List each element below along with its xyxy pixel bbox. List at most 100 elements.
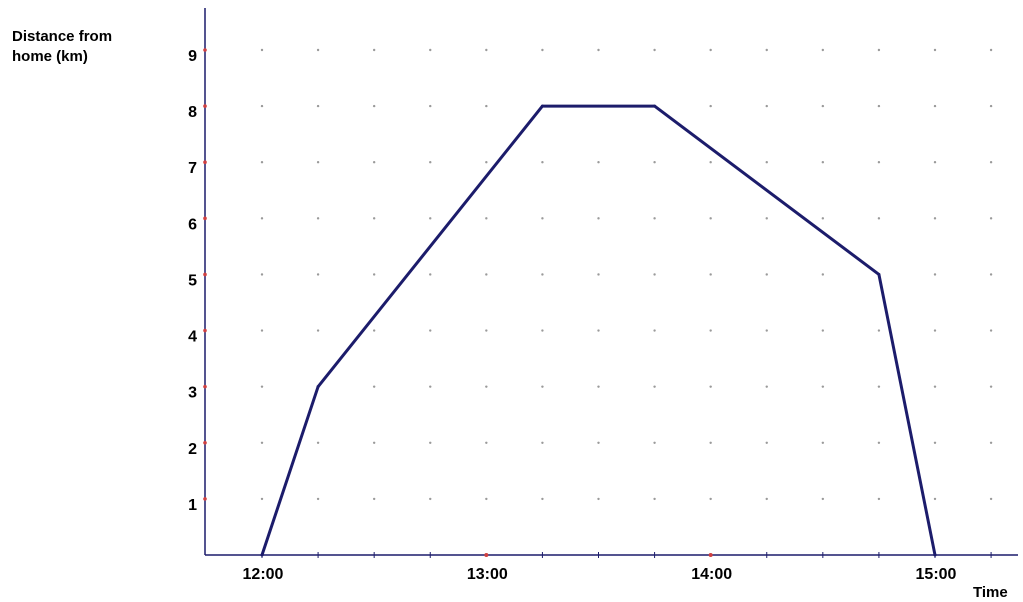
y-tick-label: 8 (188, 104, 197, 121)
grid-dot (541, 441, 544, 444)
grid-dot (877, 161, 881, 164)
grid-dot (877, 217, 881, 220)
grid-dot (821, 273, 825, 276)
grid-dot (372, 161, 376, 164)
grid-dot (429, 441, 432, 444)
grid-dot (765, 104, 768, 108)
x-tick-mark (708, 553, 713, 557)
grid-dot (765, 161, 768, 164)
y-tick-mark (203, 440, 207, 445)
grid-dot (989, 273, 993, 276)
grid-dot (989, 497, 993, 501)
grid-dot (429, 497, 432, 501)
grid-dot (260, 217, 264, 220)
grid-dot (316, 104, 320, 108)
grid-dot (709, 48, 712, 52)
grid-dot (709, 161, 712, 164)
grid-dot (597, 441, 600, 444)
grid-dot (429, 48, 432, 52)
y-tick-label: 2 (188, 441, 197, 458)
y-tick-mark (203, 272, 207, 277)
grid-dot (485, 329, 488, 332)
grid-dot (709, 497, 712, 501)
x-tick-labels: 12:00 13:00 14:00 15:00 (243, 566, 957, 583)
grid-dot (653, 385, 656, 388)
grid-dot (821, 385, 825, 388)
grid-dot (877, 48, 881, 52)
grid-dot (765, 48, 768, 52)
axes (204, 8, 1018, 556)
grid-dot (933, 48, 937, 52)
grid-dot (372, 385, 376, 388)
grid-dot (765, 385, 768, 388)
grid-dot (316, 161, 320, 164)
y-tick-mark (203, 104, 207, 108)
grid-dot (933, 441, 937, 444)
grid-dot (877, 497, 881, 501)
grid-dot (821, 441, 825, 444)
grid-dot (765, 217, 768, 220)
grid-dot (821, 329, 825, 332)
y-axis-label-line-1: Distance from (12, 28, 112, 45)
grid-dot (933, 217, 937, 220)
series-point (540, 104, 544, 108)
grid-dot (597, 385, 600, 388)
grid-dot (429, 161, 432, 164)
grid-dot (709, 104, 712, 108)
grid-dot (372, 497, 376, 501)
y-tick-label: 7 (188, 160, 197, 177)
grid-dot (709, 217, 712, 220)
series-line (260, 104, 937, 557)
series-point (316, 385, 320, 389)
grid-dot (316, 48, 320, 52)
series-point (933, 553, 937, 557)
grid-dot (821, 161, 825, 164)
grid-dot (372, 441, 376, 444)
grid-dot (260, 329, 264, 332)
grid-dot (709, 385, 712, 388)
grid-dot (765, 329, 768, 332)
grid-dot (597, 48, 600, 52)
grid-dot (597, 217, 600, 220)
grid-dot (316, 329, 320, 332)
grid-dot (485, 497, 488, 501)
grid-dot (653, 329, 656, 332)
grid-dot (653, 441, 656, 444)
grid-dot (372, 104, 376, 108)
series-point (260, 553, 264, 557)
grid-dot (989, 161, 993, 164)
y-tick-label: 4 (188, 329, 197, 346)
grid-dot (541, 497, 544, 501)
grid-dot (877, 441, 881, 444)
y-tick-mark (203, 497, 207, 501)
grid-dot (989, 441, 993, 444)
grid-dot (597, 161, 600, 164)
y-tick-label: 3 (188, 385, 197, 402)
grid-dot (933, 273, 937, 276)
grid-dot (653, 48, 656, 52)
grid-dot (541, 217, 544, 220)
grid-dot (429, 104, 432, 108)
grid-dot (541, 161, 544, 164)
grid-dot (316, 273, 320, 276)
x-tick-label: 15:00 (916, 566, 957, 583)
grid-dot (372, 48, 376, 52)
grid-dot (821, 497, 825, 501)
y-tick-mark (203, 384, 207, 389)
y-tick-mark (203, 48, 207, 52)
grid-dot (597, 497, 600, 501)
grid-dot (541, 273, 544, 276)
grid-dot (485, 273, 488, 276)
y-tick-labels: 1 2 3 4 5 6 7 8 9 (188, 48, 197, 514)
grid-dot (653, 273, 656, 276)
grid-dot (485, 104, 488, 108)
grid-dot (877, 329, 881, 332)
grid-dot (260, 161, 264, 164)
y-axis-label-line-2: home (km) (12, 48, 88, 65)
grid-dot (485, 217, 488, 220)
grid-dot (653, 497, 656, 501)
grid-dot (260, 273, 264, 276)
grid-dot (933, 104, 937, 108)
